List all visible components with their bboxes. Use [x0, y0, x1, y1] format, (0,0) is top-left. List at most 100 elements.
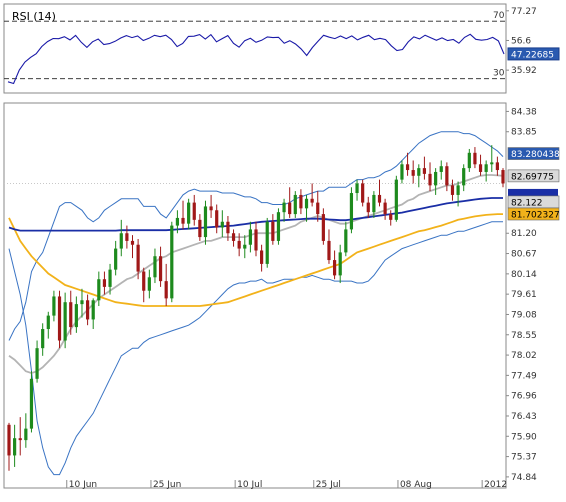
x-tick-label: 08 Aug: [400, 480, 432, 490]
candle-up: [434, 171, 438, 186]
value-tag-label: 83.280438: [511, 150, 560, 160]
candle-up: [97, 279, 101, 301]
candle-up: [304, 198, 309, 209]
candle-down: [422, 168, 427, 174]
candle-down: [377, 194, 382, 203]
candle-up: [484, 164, 488, 172]
candle-down: [18, 438, 22, 441]
candle-up: [175, 217, 180, 226]
candle-down: [260, 250, 264, 264]
rsi-level-70-label: 70: [493, 11, 505, 21]
rsi-level-30-label: 30: [493, 69, 505, 79]
candle-up: [439, 166, 443, 172]
rsi-y-tick-label: 35.92: [511, 66, 537, 76]
candle-down: [327, 240, 331, 261]
price-y-tick-label: 80.67: [511, 250, 537, 260]
candle-down: [7, 424, 11, 456]
price-y-tick-label: 84.38: [511, 107, 537, 117]
candle-up: [355, 183, 359, 194]
value-tags: 83.280438 82.69775 82.122 81.702327: [507, 147, 560, 221]
candle-up: [243, 244, 247, 249]
candle-up: [41, 329, 45, 349]
price-y-axis: 84.38 83.85 81.20 80.67 80.14 79.61 79.08 78.55…: [506, 107, 537, 483]
rsi-title: RSI (14): [12, 10, 56, 23]
price-y-tick-label: 79.08: [511, 310, 537, 320]
price-y-tick-label: 80.14: [511, 270, 537, 280]
candle-down: [495, 162, 499, 171]
price-panel: 84.38 83.85 81.20 80.67 80.14 79.61 79.08 78.55…: [3, 102, 560, 490]
bollinger-upper-line: [8, 131, 504, 341]
candle-down: [85, 300, 90, 320]
candle-up: [265, 221, 269, 264]
x-tick-label: 10 Jun: [69, 480, 97, 490]
rsi-y-tick-label: 77.27: [511, 7, 537, 17]
candle-down: [473, 152, 477, 165]
candle-up: [203, 206, 208, 238]
candle-up: [153, 256, 157, 278]
candle-up: [63, 302, 67, 341]
candle-up: [13, 438, 17, 456]
candle-down: [192, 202, 196, 220]
candle-down: [288, 202, 292, 215]
candle-down: [501, 170, 505, 184]
rsi-series-line: [7, 33, 505, 85]
candle-up: [490, 162, 494, 165]
candle-down: [366, 202, 370, 213]
candle-down: [130, 240, 135, 245]
rsi-current-value-box: [507, 47, 560, 61]
candle-down: [383, 202, 387, 215]
candle-up: [80, 300, 84, 305]
price-y-tick-label: 77.49: [511, 371, 537, 381]
candle-up: [52, 296, 56, 316]
candle-down: [136, 244, 140, 272]
candle-up: [467, 152, 471, 169]
candle-down: [102, 279, 107, 287]
candle-up: [372, 194, 376, 213]
rsi-current-value-label: 47.22685: [511, 50, 554, 60]
x-tick-label: 25 Jun: [153, 480, 181, 490]
rsi-frame: [3, 3, 507, 94]
candle-down: [198, 219, 202, 238]
candle-down: [209, 206, 213, 211]
candle-up: [220, 221, 224, 228]
candle-up: [349, 193, 354, 230]
candle-down: [332, 260, 337, 276]
sma-medium-line: [8, 213, 503, 307]
candle-up: [108, 269, 112, 287]
x-tick-label: 10 Jul: [237, 480, 262, 490]
price-y-tick-label: 81.20: [511, 229, 537, 239]
price-y-tick-label: 76.96: [511, 392, 537, 402]
candle-up: [400, 164, 404, 180]
candle-down: [158, 256, 163, 282]
candle-up: [456, 185, 460, 195]
x-axis: 10 Jun 25 Jun 10 Jul 25 Jul 08 Aug 2012: [66, 480, 507, 490]
candle-up: [119, 233, 123, 249]
candle-down: [450, 185, 455, 195]
candle-down: [316, 202, 320, 215]
rsi-y-tick-label: 56.6: [511, 36, 531, 46]
x-tick-label: 25 Jul: [316, 480, 341, 490]
price-y-tick-label: 78.55: [511, 331, 537, 341]
candle-down: [142, 271, 146, 291]
candle-up: [417, 168, 421, 176]
price-y-tick-label: 75.37: [511, 453, 537, 463]
bollinger-lower-line: [8, 221, 503, 476]
rsi-y-axis: 77.27 56.6 35.92: [506, 7, 537, 76]
price-y-tick-label: 76.43: [511, 412, 537, 422]
price-frame: [3, 102, 507, 489]
candle-down: [181, 217, 185, 224]
candle-up: [276, 212, 281, 241]
candle-up: [338, 252, 342, 276]
candle-down: [125, 233, 129, 241]
candle-up: [74, 304, 78, 328]
candle-up: [282, 202, 286, 213]
candle-down: [389, 214, 393, 220]
candle-down: [226, 221, 230, 234]
candle-down: [271, 221, 275, 241]
candle-up: [24, 428, 28, 441]
price-y-tick-label: 78.02: [511, 351, 537, 361]
candle-down: [310, 198, 314, 203]
candle-up: [293, 194, 297, 215]
